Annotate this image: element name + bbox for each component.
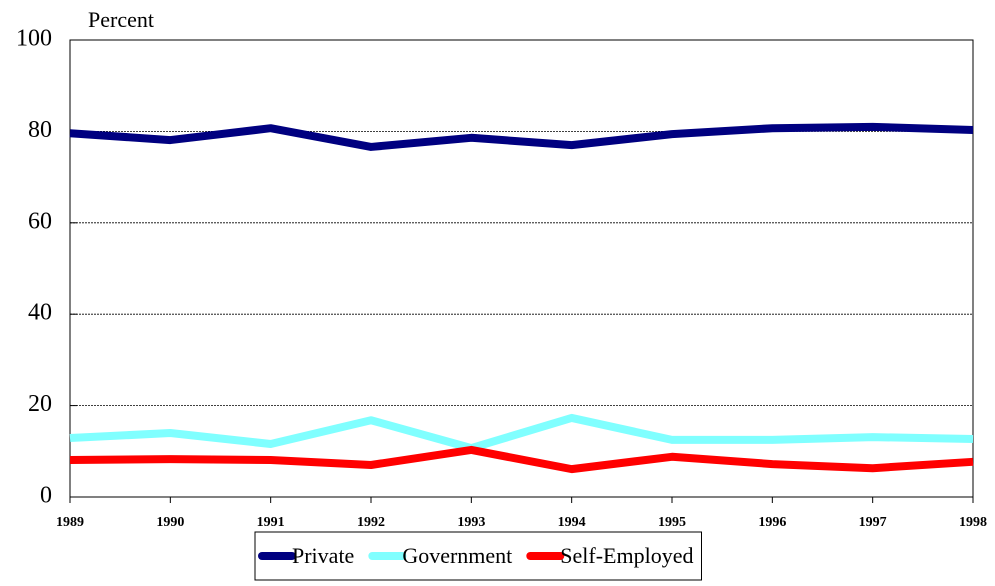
- legend-label: Self-Employed: [560, 543, 693, 568]
- x-tick-label: 1995: [658, 515, 686, 530]
- x-tick-label: 1998: [959, 515, 987, 530]
- x-tick-label: 1990: [156, 515, 184, 530]
- series-line: [69, 122, 974, 151]
- y-tick-label: 60: [28, 208, 52, 234]
- series-line: [69, 413, 974, 453]
- x-tick-label: 1991: [257, 515, 285, 530]
- y-tick-label: 0: [40, 483, 52, 509]
- legend: Private Government Self-Employed: [254, 531, 702, 581]
- x-tick-label: 1992: [357, 515, 385, 530]
- legend-label: Private: [292, 543, 354, 568]
- x-tick-label: 1994: [558, 515, 586, 530]
- x-tick-label: 1997: [859, 515, 887, 530]
- x-tick-label: 1996: [758, 515, 786, 530]
- y-axis-title: Percent: [88, 7, 154, 32]
- x-tick-label: 1993: [457, 515, 485, 530]
- legend-box: [254, 531, 702, 581]
- y-tick-label: 40: [28, 300, 52, 326]
- plot-frame: [69, 39, 974, 498]
- y-tick-label: 20: [28, 391, 52, 417]
- series-line: [69, 445, 974, 474]
- y-tick-label: 80: [28, 117, 52, 143]
- x-tick-label: 1989: [56, 515, 84, 530]
- y-tick-label: 100: [16, 26, 52, 52]
- legend-label: Government: [402, 543, 512, 568]
